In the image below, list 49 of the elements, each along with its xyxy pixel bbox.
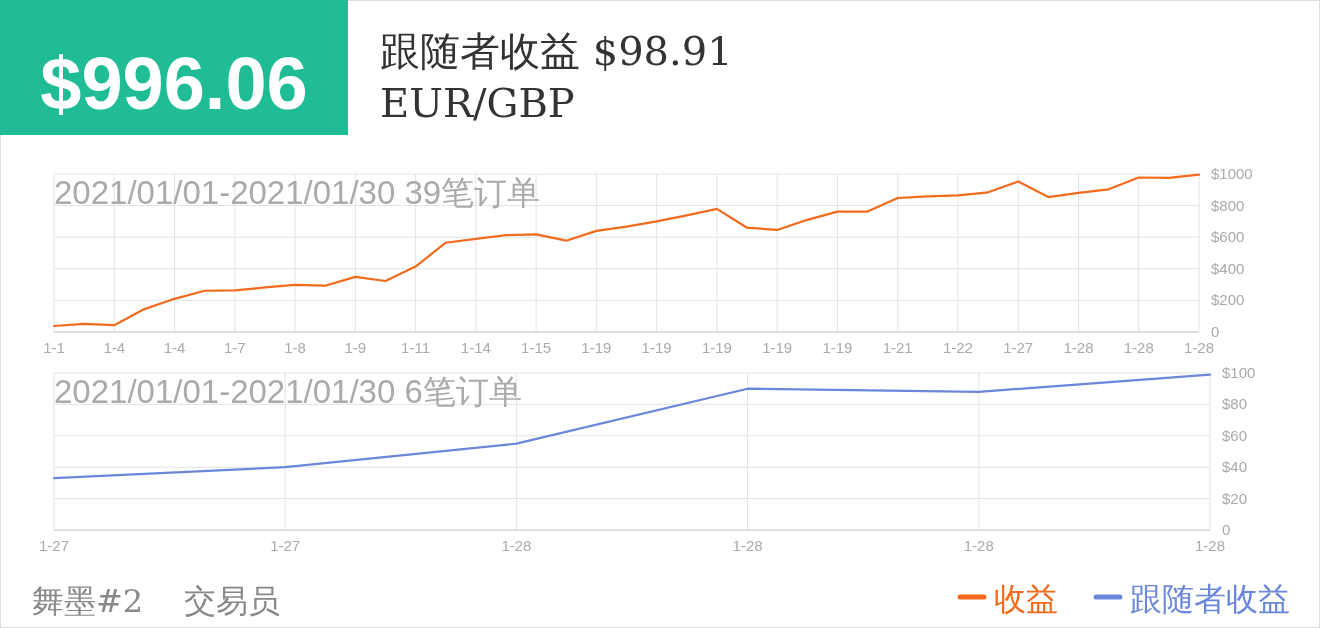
chart-title: 2021/01/01-2021/01/30 39笔订单 [54, 174, 541, 211]
x-tick-label: 1-28 [1123, 339, 1154, 356]
y-tick-label: $1000 [1211, 165, 1253, 182]
x-tick-label: 1-19 [581, 339, 612, 356]
y-tick-label: $80 [1222, 395, 1248, 413]
y-tick-label: $60 [1222, 426, 1248, 444]
legend-label: 收益 [994, 581, 1058, 617]
x-tick-label: 1-27 [1003, 339, 1034, 356]
x-tick-label: 1-11 [401, 339, 431, 356]
text: 交易员 [184, 582, 280, 620]
x-tick-label: 1-27 [38, 537, 70, 554]
legend-label: 跟随者收益 [1130, 581, 1290, 617]
y-tick-label: $200 [1211, 291, 1245, 309]
x-tick-label: 1-19 [762, 339, 793, 356]
x-tick-label: 1-22 [942, 339, 973, 356]
x-tick-label: 1-19 [822, 339, 853, 356]
y-tick-label: 0 [1222, 521, 1231, 538]
y-tick-label: $400 [1211, 259, 1245, 277]
x-tick-label: 1-4 [163, 339, 186, 356]
x-tick-label: 1-28 [1183, 339, 1215, 356]
x-tick-label: 1-28 [1063, 339, 1094, 356]
y-tick-label: $100 [1222, 364, 1256, 381]
text: $996.06 [40, 42, 308, 125]
x-tick-label: 1-27 [270, 537, 301, 554]
x-tick-label: 1-19 [701, 339, 732, 356]
x-tick-label: 1-28 [732, 537, 763, 554]
x-tick-label: 1-4 [103, 339, 126, 356]
y-tick-label: $20 [1222, 489, 1248, 507]
y-tick-label: $800 [1211, 196, 1245, 214]
x-tick-label: 1-19 [641, 339, 672, 356]
legend: 收益 [957, 581, 1058, 617]
x-tick-label: 1-9 [344, 339, 367, 356]
text: EUR/GBP [380, 80, 575, 126]
x-tick-label: 1-28 [501, 537, 532, 554]
x-tick-label: 1-28 [1194, 537, 1226, 554]
y-tick-label: $600 [1211, 228, 1245, 246]
text: 跟随者收益 $98.91 [380, 28, 733, 74]
y-tick-label: $40 [1222, 458, 1248, 476]
y-tick-label: 0 [1211, 323, 1220, 340]
x-tick-label: 1-1 [43, 339, 65, 356]
legend: 跟随者收益 [1093, 581, 1290, 617]
x-tick-label: 1-28 [963, 537, 994, 554]
x-tick-label: 1-14 [460, 339, 491, 356]
text: 舞墨#2 [32, 582, 144, 620]
x-tick-label: 1-21 [882, 339, 913, 356]
x-tick-label: 1-7 [223, 339, 246, 356]
x-tick-label: 1-15 [521, 339, 552, 356]
chart-title: 2021/01/01-2021/01/30 6笔订单 [54, 373, 522, 410]
x-tick-label: 1-8 [284, 339, 306, 356]
